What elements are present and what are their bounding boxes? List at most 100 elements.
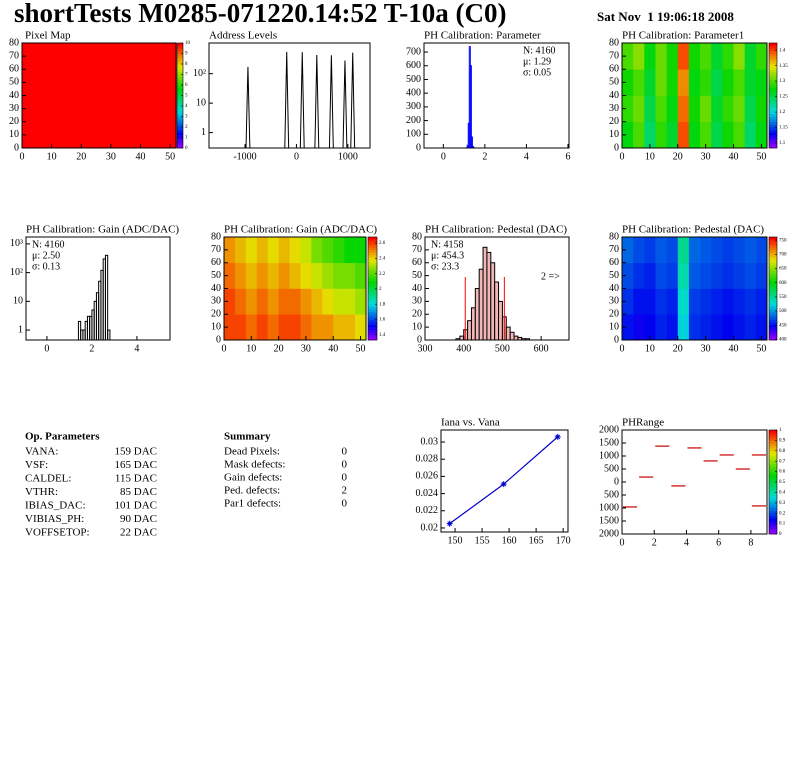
color-bar bbox=[177, 108, 183, 112]
color-bar bbox=[769, 239, 777, 243]
stats-entry: μ: 1.29 bbox=[523, 56, 551, 67]
heatmap-cell bbox=[733, 43, 745, 70]
x-tick-label: 4 bbox=[524, 151, 529, 162]
heatmap-cell bbox=[744, 95, 757, 123]
color-bar bbox=[177, 50, 183, 54]
heatmap-cell bbox=[355, 262, 367, 289]
color-bar bbox=[769, 526, 777, 530]
color-bar bbox=[769, 437, 777, 441]
heatmap-cell bbox=[722, 262, 734, 289]
hist-bin bbox=[490, 262, 496, 341]
heatmap-cell bbox=[234, 237, 247, 264]
heatmap-cell bbox=[655, 288, 667, 315]
heatmap-cell bbox=[234, 262, 247, 289]
heatmap-cell bbox=[289, 288, 301, 315]
y-tick-label: 40 bbox=[9, 90, 19, 101]
y-tick-label: 100 bbox=[406, 129, 421, 140]
op-name: VIBIAS_PH: bbox=[25, 513, 84, 525]
heatmap-cell bbox=[267, 262, 279, 289]
heatmap-cell bbox=[655, 95, 667, 123]
plot-frame bbox=[621, 429, 768, 535]
heatmap-cell bbox=[644, 262, 656, 289]
stats-entry: μ: 2.50 bbox=[32, 250, 60, 261]
y-tick-label: 10 bbox=[609, 129, 619, 140]
y-tick-label: 80 bbox=[412, 231, 422, 242]
color-bar bbox=[769, 85, 777, 88]
heatmap-cell bbox=[755, 121, 768, 149]
stats-entry: N: 4160 bbox=[32, 239, 65, 250]
color-bar bbox=[177, 145, 183, 149]
x-tick-label: 50 bbox=[756, 343, 766, 354]
y-tick-label: 0 bbox=[417, 334, 422, 345]
heatmap-cell bbox=[744, 43, 757, 70]
x-tick-label: 0 bbox=[44, 343, 49, 354]
color-bar bbox=[368, 321, 377, 325]
heatmap-cell bbox=[733, 95, 745, 123]
chart-panel: Address Levels -1000 0 1000 1 10 10² bbox=[193, 30, 371, 162]
y-tick-label: 1 bbox=[18, 324, 23, 335]
heatmap-cell bbox=[322, 314, 334, 341]
summary: Summary Dead Pixels: 0 Mask defects: 0 Gain d… bbox=[224, 431, 348, 510]
summary-label: Ped. defects: bbox=[224, 485, 280, 497]
heatmap-cell bbox=[722, 288, 734, 315]
color-bar bbox=[368, 242, 377, 246]
heatmap-cell bbox=[311, 237, 323, 264]
heatmap-cell bbox=[355, 314, 367, 341]
heatmap-cell bbox=[278, 262, 290, 289]
heatmap-cell bbox=[633, 69, 645, 96]
y-tick-label: 30 bbox=[609, 103, 619, 114]
hist-bin bbox=[513, 335, 519, 341]
y-tick-label: 40 bbox=[211, 283, 221, 294]
heatmap-cell bbox=[755, 43, 768, 70]
y-tick-label: 1500 bbox=[599, 437, 619, 448]
color-bar bbox=[769, 111, 777, 115]
op-value: 101 DAC bbox=[115, 500, 157, 512]
color-bar bbox=[769, 265, 777, 269]
heatmap-cell bbox=[666, 95, 679, 123]
color-bar bbox=[177, 134, 183, 138]
color-bar bbox=[177, 92, 183, 96]
color-bar bbox=[769, 440, 777, 444]
x-tick-label: 0 bbox=[620, 151, 625, 162]
heatmap-cell bbox=[256, 237, 268, 264]
y-tick-label: 500 bbox=[406, 74, 421, 85]
heatmap-cell bbox=[700, 262, 712, 289]
y-tick-label: 20 bbox=[412, 309, 422, 320]
x-tick-label: 2 bbox=[89, 343, 94, 354]
y-tick-label: 70 bbox=[609, 244, 619, 255]
x-tick-label: 160 bbox=[502, 535, 517, 546]
z-tick-label: 0 bbox=[185, 146, 188, 151]
color-bar bbox=[769, 262, 777, 266]
x-tick-label: 6 bbox=[565, 151, 570, 162]
color-bar bbox=[177, 69, 183, 73]
x-tick-label: 40 bbox=[729, 343, 739, 354]
z-tick-label: 650 bbox=[779, 267, 787, 272]
y-tick-label: 50 bbox=[609, 77, 619, 88]
hist-bin bbox=[467, 320, 472, 341]
color-bar bbox=[769, 456, 777, 459]
data-marker bbox=[446, 520, 453, 527]
color-bar bbox=[769, 108, 777, 112]
color-bar bbox=[769, 285, 777, 289]
color-bar bbox=[177, 124, 183, 128]
y-tick-label: 20 bbox=[211, 309, 221, 320]
stats-entry: N: 4160 bbox=[523, 45, 556, 56]
x-tick-label: 30 bbox=[701, 151, 711, 162]
heatmap-cell bbox=[245, 314, 258, 341]
color-bar bbox=[177, 45, 183, 49]
color-bar bbox=[177, 74, 183, 78]
color-bar bbox=[368, 270, 377, 274]
op-name: VSF: bbox=[25, 459, 48, 471]
color-bar bbox=[769, 513, 777, 517]
heatmap-cell bbox=[677, 288, 690, 315]
x-tick-label: 600 bbox=[534, 343, 549, 354]
color-bar bbox=[368, 293, 377, 297]
heatmap-cell bbox=[622, 95, 634, 123]
color-bar bbox=[368, 283, 377, 287]
color-bar bbox=[368, 337, 377, 341]
color-bar bbox=[368, 260, 377, 264]
color-bar bbox=[769, 134, 777, 138]
color-bar bbox=[769, 309, 777, 312]
